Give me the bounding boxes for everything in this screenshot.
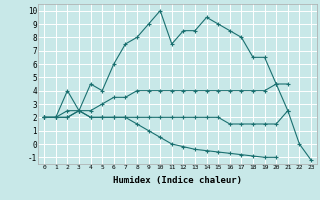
- X-axis label: Humidex (Indice chaleur): Humidex (Indice chaleur): [113, 176, 242, 185]
